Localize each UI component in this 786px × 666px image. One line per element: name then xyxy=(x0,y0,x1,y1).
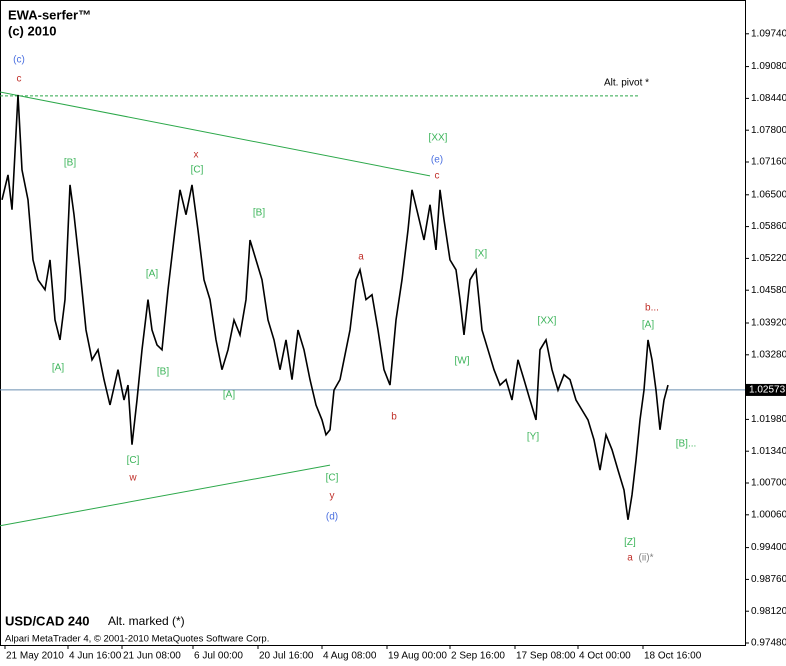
wave-label: (d) xyxy=(326,511,338,522)
wave-label: [Y] xyxy=(527,431,539,442)
y-tick-label: 1.01340 xyxy=(751,446,786,457)
wave-label: [B] xyxy=(157,366,169,377)
x-tick-label: 19 Aug 00:00 xyxy=(388,651,447,662)
y-tick-label: 1.05860 xyxy=(751,221,786,232)
y-tick-label: 1.00060 xyxy=(751,509,786,520)
wave-label: [C] xyxy=(127,455,140,466)
y-tick-label: 1.07800 xyxy=(751,125,786,136)
wave-label: (e) xyxy=(431,155,443,166)
wave-label: c xyxy=(435,171,440,182)
wave-label: [A] xyxy=(146,268,158,279)
x-tick-label: 2 Sep 16:00 xyxy=(451,651,505,662)
y-tick-label: 1.09080 xyxy=(751,61,786,72)
y-tick-label: 1.09740 xyxy=(751,28,786,39)
y-tick-label: 1.01980 xyxy=(751,414,786,425)
trend-line xyxy=(0,91,431,177)
wave-label: (ii)* xyxy=(639,553,654,564)
wave-label: [C] xyxy=(326,473,339,484)
current-price-label: 1.02573 xyxy=(749,385,786,396)
x-tick-label: 21 May 2010 xyxy=(6,651,64,662)
x-tick-label: 4 Jun 16:00 xyxy=(69,651,122,662)
y-tick-label: 0.98760 xyxy=(751,574,786,585)
wave-label: [Z] xyxy=(624,537,636,548)
y-tick-label: 1.06500 xyxy=(751,189,786,200)
chart-title: EWA-serfer™ xyxy=(8,7,91,22)
wave-label: [B] xyxy=(253,207,265,218)
wave-label: a xyxy=(627,553,633,564)
wave-label: w xyxy=(128,473,137,484)
x-tick-label: 20 Jul 16:00 xyxy=(259,651,314,662)
wave-label: c xyxy=(17,74,22,85)
y-tick-label: 1.04580 xyxy=(751,285,786,296)
x-tick-label: 18 Oct 16:00 xyxy=(644,651,702,662)
y-tick-label: 0.97480 xyxy=(751,638,786,649)
note-label: Alt. marked (*) xyxy=(108,614,185,628)
y-tick-label: 0.98120 xyxy=(751,606,786,617)
trend-line xyxy=(0,464,331,527)
y-tick-label: 1.03280 xyxy=(751,349,786,360)
x-tick-label: 4 Oct 00:00 xyxy=(579,651,631,662)
wave-label: x xyxy=(194,150,199,161)
wave-label: [B]... xyxy=(676,438,697,449)
y-tick-label: 1.05220 xyxy=(751,253,786,264)
wave-label: [XX] xyxy=(538,316,557,327)
wave-label: [W] xyxy=(455,355,470,366)
wave-label: [A] xyxy=(642,320,654,331)
wave-label: y xyxy=(330,491,335,502)
wave-label: [C] xyxy=(191,165,204,176)
y-tick-label: 1.03920 xyxy=(751,318,786,329)
symbol-label: USD/CAD 240 xyxy=(5,613,90,628)
wave-label: (c) xyxy=(13,54,25,65)
price-line xyxy=(1,94,669,520)
current-price-box xyxy=(746,383,786,396)
x-tick-label: 4 Aug 08:00 xyxy=(323,651,377,662)
x-tick-label: 21 Jun 08:00 xyxy=(123,651,181,662)
x-tick-label: 6 Jul 00:00 xyxy=(194,651,243,662)
y-tick-label: 0.99400 xyxy=(751,542,786,553)
wave-label: b... xyxy=(645,303,659,314)
y-tick-label: 1.07160 xyxy=(751,157,786,168)
chart-subtitle: (c) 2010 xyxy=(8,23,56,38)
wave-label: [XX] xyxy=(429,132,448,143)
y-tick-label: 1.08440 xyxy=(751,93,786,104)
y-tick-label: 1.00700 xyxy=(751,478,786,489)
wave-label: [A] xyxy=(223,390,235,401)
wave-label: a xyxy=(358,252,364,263)
wave-label: b xyxy=(391,412,397,423)
wave-label: [B] xyxy=(64,158,76,169)
x-tick-label: 17 Sep 08:00 xyxy=(516,651,576,662)
wave-label: [A] xyxy=(52,362,64,373)
pivot-label: Alt. pivot * xyxy=(604,78,649,89)
wave-label: [X] xyxy=(475,249,487,260)
footer: Alpari MetaTrader 4, © 2001-2010 MetaQuo… xyxy=(5,634,269,645)
